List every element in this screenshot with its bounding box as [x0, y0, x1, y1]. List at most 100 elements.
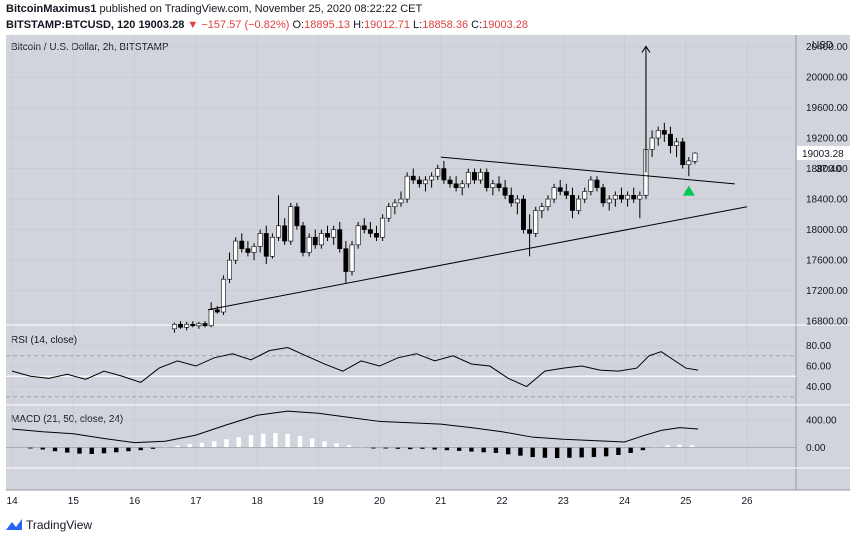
candle-down [282, 225, 288, 242]
candle-up [404, 175, 410, 200]
candle-down [631, 194, 637, 200]
candles-layer [171, 54, 698, 333]
macd-histogram-bar [114, 447, 119, 453]
candle-down [367, 229, 373, 234]
macd-histogram-bar [138, 447, 143, 451]
candle-down [214, 309, 220, 313]
price-tag: 19003.28 [802, 149, 844, 160]
trendlines-layer [207, 45, 748, 311]
currency-label: USD [812, 40, 833, 51]
candle-up [655, 130, 661, 139]
candle-down [361, 225, 367, 230]
candle-down [521, 198, 526, 230]
candle-down [484, 172, 490, 188]
close-value: 19003.28 [482, 19, 529, 31]
price-y-tick-label: 16800.00 [806, 317, 848, 328]
macd-histogram-bar [677, 444, 682, 448]
candle-down [300, 225, 306, 253]
candle-down [202, 323, 208, 327]
candle-up [257, 233, 263, 247]
candle-down [294, 206, 300, 227]
high-value: 19012.71 [364, 19, 410, 31]
candle-down [472, 172, 477, 181]
macd-histogram-bar [505, 447, 511, 455]
candle-down [496, 183, 502, 188]
candle-up [355, 225, 361, 246]
candle-down [661, 130, 667, 135]
published-text: published on TradingView.com, November 2… [99, 3, 423, 15]
candle-down [374, 233, 379, 238]
tradingview-footer[interactable]: TradingView [6, 518, 92, 532]
price-y-tick-label: 17600.00 [806, 256, 848, 267]
macd-y-tick-label: 0.00 [806, 443, 826, 454]
candle-down [416, 179, 422, 185]
rsi-layer [6, 347, 796, 398]
countdown-label: 37:40 [816, 164, 841, 175]
x-tick-label: 19 [313, 496, 325, 507]
candle-down [563, 191, 569, 196]
x-tick-label: 17 [190, 496, 202, 507]
high-label: H: [353, 19, 365, 31]
rsi-y-tick-label: 80.00 [806, 341, 831, 352]
candle-up [625, 194, 631, 200]
price-y-tick-label: 18000.00 [806, 225, 848, 236]
macd-histogram-bar [65, 447, 70, 453]
macd-histogram-bar [530, 447, 535, 458]
macd-histogram-bar [199, 442, 205, 448]
macd-histogram-bar [285, 433, 290, 448]
candle-down [453, 183, 459, 188]
macd-histogram-bar [346, 445, 352, 448]
macd-histogram-bar [591, 447, 597, 458]
candle-up [465, 172, 471, 185]
macd-histogram-bar [469, 447, 474, 452]
macd-histogram-bar [383, 447, 388, 449]
candle-up [306, 236, 312, 253]
candle-down [600, 187, 606, 204]
macd-histogram-bar [493, 447, 499, 453]
candle-up [478, 172, 484, 181]
macd-histogram-bar [212, 441, 217, 448]
macd-histogram-bar [554, 447, 560, 459]
candle-up [435, 168, 441, 177]
footer-brand: TradingView [26, 518, 93, 532]
price-tag-box [797, 146, 850, 160]
candle-up [490, 183, 496, 188]
macd-histogram-bar [175, 445, 180, 448]
macd-histogram-bar [665, 445, 670, 448]
trendline-lower[interactable] [207, 206, 748, 311]
candle-up [545, 198, 551, 208]
macd-histogram-bar [261, 433, 266, 448]
macd-histogram-bar [224, 439, 229, 448]
candle-down [441, 168, 447, 181]
arrow-head-icon [641, 45, 651, 53]
close-label: C: [471, 19, 483, 31]
candle-down [447, 179, 453, 185]
macd-histogram-bar [101, 447, 107, 454]
price-y-tick-label: 20000.00 [806, 72, 848, 83]
macd-histogram-bar [40, 447, 45, 450]
author-name[interactable]: BitcoinMaximus1 [6, 3, 97, 15]
candle-up [674, 141, 680, 146]
candle-down [245, 248, 251, 253]
candle-up [398, 198, 404, 204]
candle-up [227, 259, 232, 280]
chart-background [6, 35, 850, 490]
macd-histogram-bar [567, 447, 572, 458]
open-value: 18895.13 [304, 19, 350, 31]
candle-up [429, 175, 435, 181]
macd-histogram-bar [89, 447, 94, 454]
candle-down [178, 323, 183, 328]
candle-up [184, 323, 190, 328]
candle-up [288, 206, 294, 242]
candle-up [459, 183, 465, 188]
x-tick-label: 24 [619, 496, 631, 507]
macd-histogram-bar [248, 435, 254, 448]
price-y-tick-label: 17200.00 [806, 286, 848, 297]
low-value: 18858.36 [422, 19, 469, 31]
publish-line: BitcoinMaximus1 published on TradingView… [6, 3, 422, 15]
candle-up [686, 160, 692, 166]
macd-y-tick-label: 400.00 [806, 416, 837, 427]
price-y-tick-label: 19200.00 [806, 134, 848, 145]
trendline-upper[interactable] [440, 156, 735, 185]
